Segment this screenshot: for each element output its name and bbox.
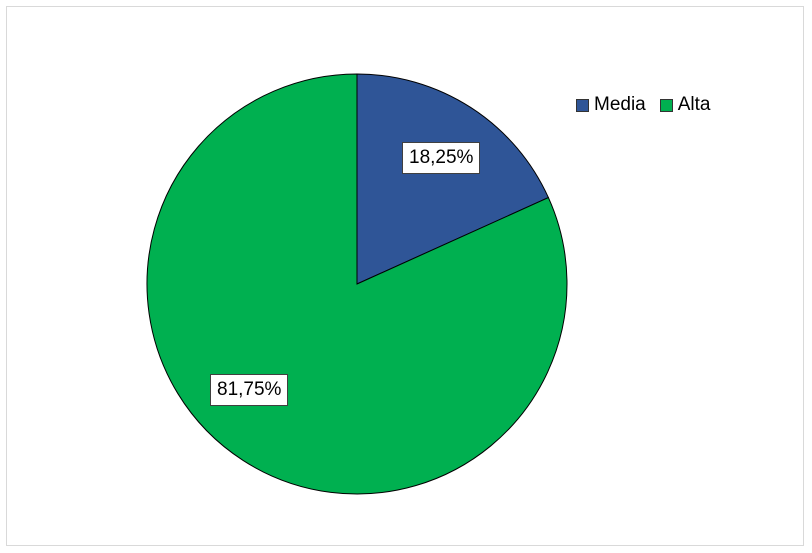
legend-swatch-media: [576, 98, 589, 112]
legend-item-alta: Alta: [659, 94, 711, 116]
legend-label-media: Media: [594, 94, 646, 115]
legend-item-media: Media: [576, 94, 646, 116]
pie-slice-media: [356, 73, 550, 285]
data-label-alta: 81,75%: [210, 374, 289, 406]
pie-slices: [146, 73, 568, 495]
data-label-media: 18,25%: [402, 142, 481, 174]
legend-swatch-alta: [659, 98, 673, 112]
legend: Media Alta: [576, 94, 711, 116]
legend-label-alta: Alta: [677, 94, 711, 115]
